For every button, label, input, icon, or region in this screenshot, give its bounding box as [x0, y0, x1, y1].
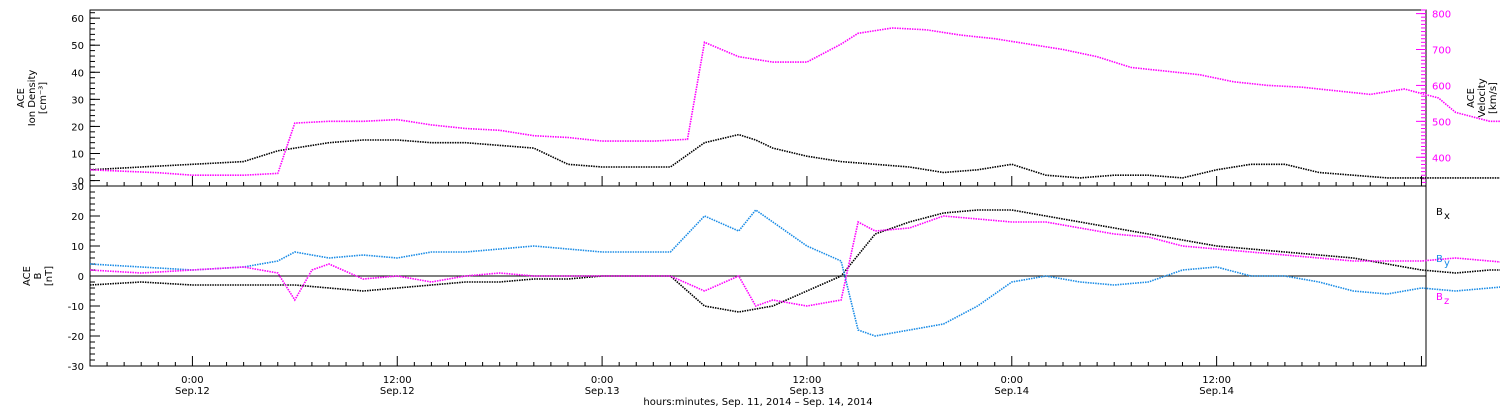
y-right-tick-label: 800	[1432, 10, 1451, 21]
y-bottom-axis-title: ACE	[22, 266, 33, 286]
series-by	[89, 208, 1500, 337]
y-right-axis-title: Velocity	[1477, 78, 1488, 117]
y-left-tick-label: 20	[71, 122, 84, 133]
x-tick-date-label: Sep.14	[994, 386, 1029, 397]
legend-label: B	[1436, 254, 1443, 265]
y-left-tick-label: 0	[78, 177, 84, 188]
y-right-axis-title: ACE	[1466, 88, 1477, 108]
y-bottom-tick-label: -30	[68, 362, 84, 373]
y-bottom-tick-label: 20	[71, 212, 84, 223]
y-bottom-axis-title: [nT]	[44, 266, 55, 286]
x-tick-time-label: 0:00	[591, 375, 613, 386]
y-bottom-tick-label: 10	[71, 242, 84, 253]
legend-label: B	[1436, 207, 1443, 218]
y-bottom-tick-label: -10	[68, 302, 84, 313]
x-tick-date-label: Sep.12	[380, 386, 415, 397]
chart-content: 0 10 20 30 40 50 60 400 500 600 700 800 -30 -20 -10 0 10…	[16, 9, 1500, 397]
series-velocity	[89, 27, 1500, 176]
x-tick-time-label: 0:00	[181, 375, 203, 386]
y-left-axis-title: Ion Density	[27, 70, 38, 127]
series-bx	[89, 209, 1500, 313]
x-tick-time-label: 12:00	[383, 375, 412, 386]
y-left-tick-label: 50	[71, 41, 84, 52]
y-left-axis-title: ACE	[16, 88, 27, 108]
y-bottom-axis-title: B	[33, 272, 44, 279]
x-tick-time-label: 0:00	[1001, 375, 1023, 386]
y-right-tick-label: 600	[1432, 81, 1451, 92]
y-left-tick-label: 30	[71, 95, 84, 106]
y-right-tick-label: 400	[1432, 153, 1451, 164]
x-tick-date-label: Sep.14	[1199, 386, 1234, 397]
panel-top-frame	[89, 9, 1427, 187]
y-left-tick-label: 40	[71, 68, 84, 79]
y-right-tick-label: 500	[1432, 117, 1451, 128]
x-tick-date-label: Sep.12	[175, 386, 210, 397]
series-bz	[89, 215, 1500, 307]
x-tick-date-label: Sep.13	[585, 386, 620, 397]
x-tick-date-label: Sep.13	[790, 386, 825, 397]
legend-subscript: y	[1444, 258, 1450, 269]
y-bottom-tick-label: 30	[71, 182, 84, 193]
y-right-axis-title: [km/s]	[1488, 82, 1499, 114]
x-axis-title: hours:minutes, Sep. 11, 2014 – Sep. 14, …	[643, 397, 872, 408]
y-left-axis-title: [cm⁻³]	[38, 82, 49, 114]
x-tick-time-label: 12:00	[793, 375, 822, 386]
y-left-tick-label: 10	[71, 150, 84, 161]
y-left-tick-label: 60	[71, 14, 84, 25]
y-right-tick-label: 700	[1432, 46, 1451, 57]
y-bottom-tick-label: -20	[68, 332, 84, 343]
legend-label: B	[1436, 292, 1443, 303]
legend-subscript: x	[1444, 211, 1450, 222]
x-tick-time-label: 12:00	[1202, 375, 1231, 386]
series-ion-density	[89, 133, 1500, 179]
y-bottom-tick-label: 0	[78, 272, 84, 283]
legend-subscript: z	[1444, 296, 1449, 307]
